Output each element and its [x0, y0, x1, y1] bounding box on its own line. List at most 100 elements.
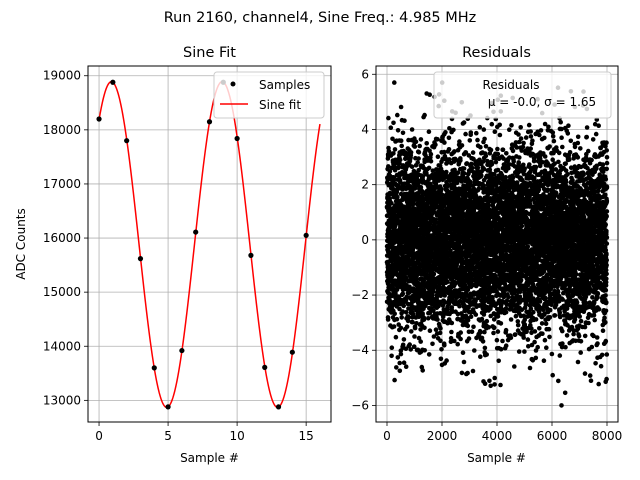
residual-point	[484, 352, 490, 357]
residual-point	[435, 137, 440, 142]
residual-point	[396, 322, 402, 327]
residual-point	[491, 330, 496, 336]
sample-point	[275, 404, 282, 410]
residual-point	[422, 325, 427, 331]
residual-point	[442, 149, 447, 155]
residual-point	[446, 147, 452, 152]
residual-point	[438, 326, 443, 331]
residual-point	[470, 368, 476, 374]
residual-point	[395, 112, 400, 118]
residual-point	[405, 301, 411, 307]
residuals-title: Residuals	[462, 45, 531, 61]
residual-point	[431, 308, 436, 314]
residual-point	[395, 128, 401, 133]
residual-point	[433, 327, 439, 333]
residual-point	[405, 318, 411, 324]
residual-point	[444, 358, 449, 363]
residual-point	[469, 329, 475, 335]
residual-point	[398, 351, 404, 357]
residual-point	[479, 173, 484, 178]
residual-point	[472, 348, 477, 353]
residual-point	[393, 334, 399, 340]
residual-point	[489, 121, 495, 127]
residual-point	[483, 153, 489, 159]
residual-point	[451, 127, 456, 133]
residual-point	[400, 342, 406, 348]
residual-point	[484, 318, 490, 324]
residual-point	[478, 354, 483, 360]
residual-point	[422, 348, 428, 353]
sample-point	[193, 229, 199, 235]
residual-point	[426, 165, 432, 171]
residual-point	[458, 158, 463, 163]
sample-point	[262, 364, 268, 370]
sine-fit-xlabel: Sample #	[180, 451, 239, 465]
residual-point	[430, 341, 435, 347]
sine-fit-ytick-label: 16000	[43, 231, 81, 245]
residual-point	[420, 174, 426, 179]
residual-point	[471, 292, 477, 297]
residual-point	[413, 139, 419, 144]
residual-point	[403, 346, 409, 352]
residual-point	[461, 359, 467, 365]
residual-point	[508, 317, 514, 322]
residual-point	[498, 382, 503, 388]
residual-point	[475, 165, 481, 171]
residual-point	[477, 124, 483, 130]
residual-point	[394, 316, 400, 322]
residual-point	[446, 135, 452, 141]
residual-point	[426, 129, 432, 134]
residual-point	[461, 120, 467, 125]
residual-point	[448, 335, 454, 341]
residual-point	[403, 310, 409, 315]
residual-point	[389, 345, 395, 351]
residual-point	[427, 310, 433, 316]
residual-point	[509, 123, 514, 128]
residual-point	[495, 146, 500, 152]
residual-point	[489, 161, 495, 167]
residual-point	[415, 160, 421, 165]
residual-point	[459, 179, 465, 184]
residual-point	[401, 337, 407, 342]
sine-fit-xtick-label: 0	[95, 429, 103, 443]
residual-point	[397, 157, 403, 163]
residual-point	[466, 336, 472, 341]
residual-point	[463, 131, 468, 137]
residual-point	[409, 164, 415, 169]
residual-point	[445, 279, 450, 285]
sine-fit-legend-box	[213, 71, 325, 119]
residual-point	[397, 306, 402, 312]
residual-point	[428, 259, 433, 265]
residual-point	[460, 350, 466, 356]
residual-point	[516, 132, 521, 137]
sample-point	[234, 135, 240, 142]
residual-point	[391, 151, 396, 156]
residual-point	[427, 328, 433, 334]
residual-point	[497, 132, 503, 138]
residual-point	[482, 345, 488, 351]
residuals-marks	[384, 80, 610, 408]
sine-fit-xtick-label: 15	[299, 429, 314, 443]
sample-point	[165, 404, 171, 410]
residual-point	[400, 130, 406, 136]
sine-fit-ticks: 0 5 10 151300014000150001600017000180001900…	[43, 69, 314, 443]
residual-point	[492, 129, 498, 134]
residual-point	[469, 165, 475, 171]
residual-point	[411, 344, 417, 350]
sine-fit-legend: Samples Sine fit	[213, 71, 325, 119]
residual-point	[391, 324, 397, 329]
residual-point	[516, 160, 521, 165]
residual-point	[401, 360, 407, 366]
residual-point	[401, 303, 407, 309]
residual-point	[414, 276, 419, 281]
residual-point	[500, 147, 506, 153]
legend-samples-marker	[230, 81, 236, 87]
residual-point	[459, 143, 465, 148]
residual-point	[416, 156, 421, 161]
sine-fit-ytick-label: 13000	[43, 393, 81, 407]
residual-point	[402, 118, 407, 123]
residual-point	[433, 142, 438, 147]
residual-point	[408, 150, 414, 155]
residual-point	[417, 143, 423, 149]
